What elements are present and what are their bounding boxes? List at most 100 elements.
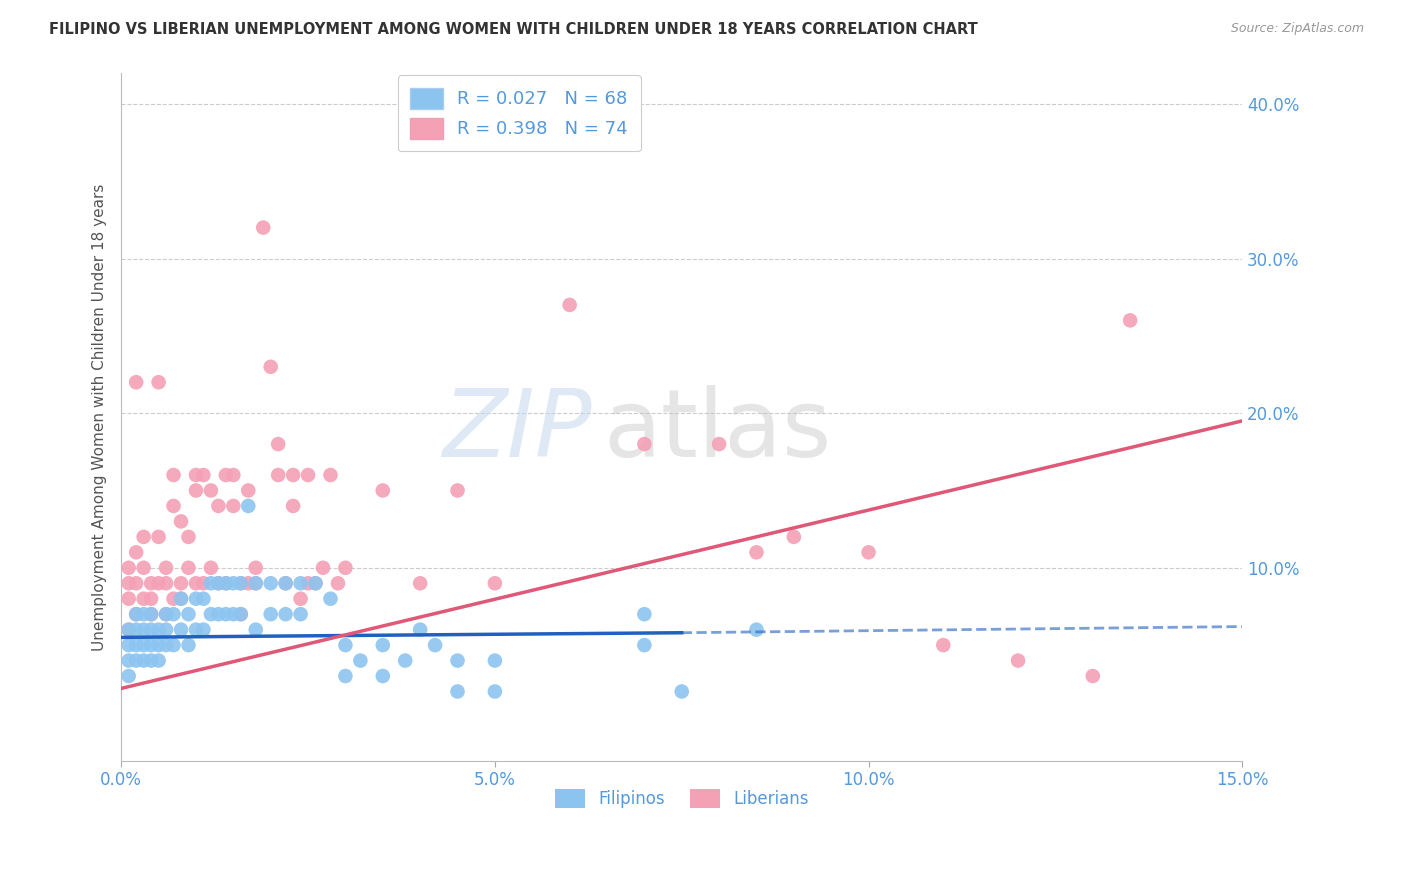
Point — [215, 576, 238, 591]
Point — [349, 654, 371, 668]
Point — [184, 576, 207, 591]
Point — [207, 576, 229, 591]
Point — [193, 576, 215, 591]
Point — [162, 468, 184, 483]
Point — [118, 591, 141, 606]
Point — [245, 561, 267, 575]
Point — [409, 623, 432, 637]
Point — [215, 576, 238, 591]
Point — [319, 591, 342, 606]
Point — [132, 607, 155, 622]
Point — [267, 437, 290, 451]
Point — [118, 654, 141, 668]
Point — [446, 483, 468, 498]
Point — [177, 530, 200, 544]
Point — [193, 468, 215, 483]
Point — [290, 576, 312, 591]
Legend: Filipinos, Liberians: Filipinos, Liberians — [548, 782, 815, 814]
Point — [484, 576, 506, 591]
Point — [177, 561, 200, 575]
Point — [335, 638, 357, 652]
Point — [125, 607, 148, 622]
Point — [423, 638, 446, 652]
Point — [304, 576, 326, 591]
Point — [118, 576, 141, 591]
Point — [932, 638, 955, 652]
Point — [139, 638, 162, 652]
Point — [118, 623, 141, 637]
Point — [707, 437, 730, 451]
Point — [409, 576, 432, 591]
Point — [132, 561, 155, 575]
Point — [238, 483, 260, 498]
Point — [558, 298, 581, 312]
Point — [319, 468, 342, 483]
Point — [200, 561, 222, 575]
Point — [671, 684, 693, 698]
Point — [274, 576, 297, 591]
Point — [155, 623, 177, 637]
Point — [170, 591, 193, 606]
Point — [200, 576, 222, 591]
Point — [118, 561, 141, 575]
Y-axis label: Unemployment Among Women with Children Under 18 years: Unemployment Among Women with Children U… — [93, 184, 107, 651]
Point — [394, 654, 416, 668]
Text: Source: ZipAtlas.com: Source: ZipAtlas.com — [1230, 22, 1364, 36]
Point — [193, 623, 215, 637]
Point — [118, 669, 141, 683]
Point — [125, 654, 148, 668]
Point — [260, 607, 283, 622]
Point — [162, 607, 184, 622]
Point — [260, 576, 283, 591]
Point — [132, 654, 155, 668]
Point — [274, 576, 297, 591]
Point — [148, 576, 170, 591]
Point — [125, 545, 148, 559]
Text: atlas: atlas — [603, 384, 831, 477]
Point — [184, 591, 207, 606]
Point — [139, 591, 162, 606]
Point — [132, 638, 155, 652]
Point — [245, 576, 267, 591]
Point — [260, 359, 283, 374]
Point — [281, 499, 304, 513]
Point — [125, 576, 148, 591]
Point — [200, 607, 222, 622]
Point — [184, 623, 207, 637]
Point — [184, 483, 207, 498]
Point — [222, 499, 245, 513]
Point — [326, 576, 349, 591]
Point — [222, 468, 245, 483]
Point — [297, 576, 319, 591]
Text: ZIP: ZIP — [443, 385, 592, 476]
Point — [148, 654, 170, 668]
Point — [222, 576, 245, 591]
Point — [222, 607, 245, 622]
Point — [118, 623, 141, 637]
Point — [155, 638, 177, 652]
Point — [229, 576, 252, 591]
Point — [281, 468, 304, 483]
Point — [446, 654, 468, 668]
Point — [148, 638, 170, 652]
Point — [1119, 313, 1142, 327]
Point — [155, 607, 177, 622]
Point — [139, 654, 162, 668]
Point — [200, 483, 222, 498]
Point — [155, 607, 177, 622]
Point — [290, 591, 312, 606]
Point — [207, 607, 229, 622]
Point — [132, 623, 155, 637]
Point — [238, 499, 260, 513]
Point — [148, 623, 170, 637]
Point — [238, 576, 260, 591]
Point — [177, 638, 200, 652]
Point — [155, 576, 177, 591]
Point — [132, 591, 155, 606]
Point — [139, 623, 162, 637]
Point — [229, 607, 252, 622]
Point — [125, 607, 148, 622]
Point — [783, 530, 806, 544]
Point — [446, 684, 468, 698]
Point — [177, 607, 200, 622]
